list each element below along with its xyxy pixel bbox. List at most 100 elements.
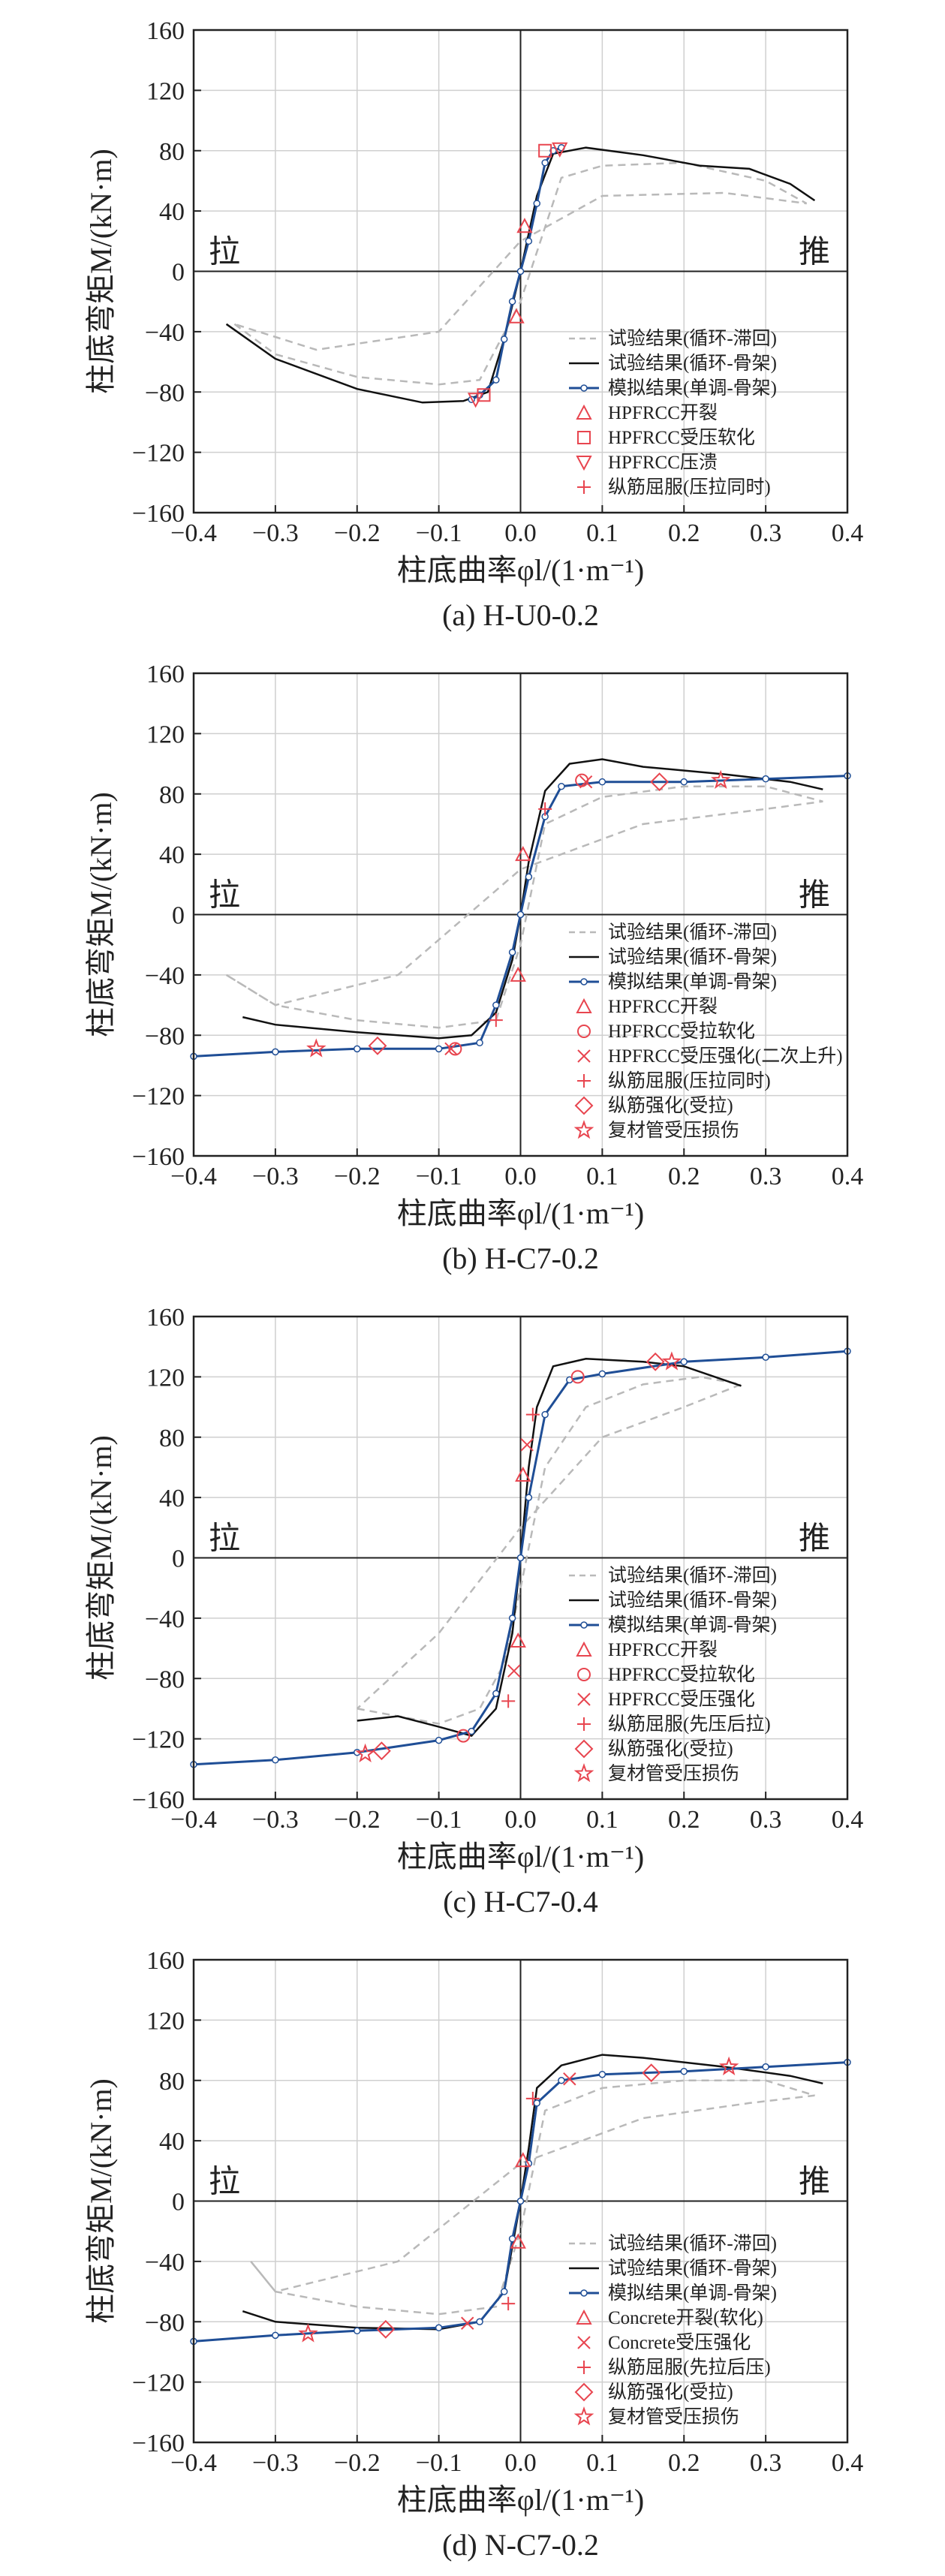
plus-marker: [489, 1013, 503, 1028]
cross-marker: [461, 2316, 474, 2330]
model-point: [541, 159, 549, 167]
x-tick-label: −0.1: [416, 1806, 462, 1834]
cyclic-hysteresis-line: [356, 1376, 745, 1725]
x-tick-label: −0.2: [334, 1806, 381, 1834]
legend-label: 模拟结果(单调-骨架): [608, 1615, 777, 1636]
model-point: [272, 2331, 279, 2340]
x-tick-label: 0.0: [504, 1163, 537, 1190]
chart-panel-1: −0.4 −0.3 −0.2 −0.1 0.0 0.1 0.2 0.3 0.4 160 120 80 4…: [84, 17, 863, 632]
model-point: [680, 1358, 688, 1366]
y-tick-label: 80: [159, 138, 185, 166]
model-point: [468, 1727, 475, 1735]
y-tick-label: −40: [145, 962, 185, 990]
y-tick-label: −120: [132, 2370, 185, 2397]
plus-marker: [538, 802, 552, 816]
diamond-marker: [650, 772, 670, 792]
x-tick-label: 0.4: [832, 2449, 864, 2477]
triangle-up-marker: [516, 218, 533, 233]
model-point: [435, 1736, 443, 1744]
y-axis-title: 柱底弯矩M/(kN·m): [84, 792, 118, 1037]
tension-side-label: 拉: [209, 2165, 240, 2200]
circle-marker: [570, 1370, 585, 1384]
star-marker: [661, 1351, 682, 1371]
legend-label: Concrete开裂(软化): [608, 2307, 763, 2328]
plus-marker: [577, 1074, 591, 1088]
model-point: [354, 2327, 361, 2335]
x-tick-label: 0.3: [750, 1163, 782, 1190]
triangle-up-marker: [515, 845, 531, 862]
legend-label: 复材管受压损伤: [608, 2406, 739, 2427]
model-point: [762, 1353, 769, 1362]
star-marker: [711, 769, 731, 790]
x-tick-label: −0.3: [252, 519, 299, 547]
model-point: [516, 2197, 525, 2205]
model-point: [533, 200, 541, 207]
x-tick-label: 0.2: [668, 1163, 700, 1190]
panel-caption: (d) N-C7-0.2: [442, 2528, 599, 2562]
y-tick-label: 0: [172, 2189, 185, 2216]
y-tick-label: 0: [172, 1545, 185, 1573]
legend-label: 纵筋屈服(先拉后压): [608, 2357, 771, 2378]
triangle-up-marker: [576, 2309, 592, 2325]
y-tick-label: −160: [132, 2430, 185, 2457]
triangle-up-marker: [576, 404, 592, 420]
model-point: [492, 376, 500, 384]
legend-label: HPFRCC受压软化: [608, 427, 755, 448]
panel-caption: (a) H-U0-0.2: [442, 598, 599, 632]
model-point: [762, 775, 769, 783]
push-side-label: 推: [799, 879, 830, 913]
y-axis-title: 柱底弯矩M/(kN·m): [84, 2078, 118, 2324]
x-tick-label: −0.4: [170, 1806, 217, 1834]
legend-label: 复材管受压损伤: [608, 1120, 739, 1141]
diamond-marker: [376, 2319, 396, 2339]
legend-label: 试验结果(循环-滞回): [608, 2233, 777, 2254]
circle-marker: [577, 1668, 591, 1681]
legend-label: 模拟结果(单调-骨架): [608, 2283, 777, 2304]
x-tick-label: 0.2: [668, 2449, 700, 2477]
legend-label: HPFRCC开裂: [608, 1639, 718, 1660]
x-tick-label: −0.1: [416, 519, 462, 547]
model-monotonic-line: [471, 146, 562, 401]
x-tick-label: −0.2: [334, 519, 381, 547]
diamond-marker: [642, 2063, 661, 2083]
x-tick-label: 0.0: [504, 519, 537, 547]
x-axis-title: 柱底曲率φl/(1·m⁻¹): [397, 1840, 645, 1873]
triangle-up-marker: [576, 1641, 592, 1657]
model-point: [558, 2077, 565, 2084]
legend-label: HPFRCC压溃: [608, 452, 718, 473]
x-tick-label: 0.0: [504, 1806, 537, 1834]
legend-label: 纵筋屈服(压拉同时): [608, 477, 771, 498]
model-point: [680, 2067, 688, 2075]
circle-marker: [448, 1042, 462, 1056]
model-point: [598, 2070, 606, 2078]
square-marker: [477, 388, 491, 402]
cyclic-envelope-line: [242, 758, 823, 1040]
y-axis-title: 柱底弯矩M/(kN·m): [84, 149, 118, 394]
x-tick-label: −0.3: [252, 2449, 299, 2477]
model-point: [598, 1370, 606, 1378]
chart-panel-2: −0.4 −0.3 −0.2 −0.1 0.0 0.1 0.2 0.3 0.4 160 120 80 4…: [84, 661, 863, 1275]
y-tick-label: 40: [159, 2128, 185, 2156]
legend-label: 复材管受压损伤: [608, 1763, 739, 1784]
legend-label: 试验结果(循环-骨架): [608, 2258, 777, 2279]
cyclic-envelope-line: [225, 146, 816, 404]
legend-label: 试验结果(循环-骨架): [608, 353, 777, 374]
model-point: [476, 2318, 483, 2325]
legend-label: 试验结果(循环-骨架): [608, 946, 777, 968]
model-point: [508, 1615, 516, 1622]
legend-swatch-model-point: [580, 384, 588, 392]
model-point: [541, 1410, 549, 1419]
y-tick-label: 120: [146, 2007, 185, 2035]
cross-marker: [563, 2072, 576, 2086]
y-tick-label: −80: [145, 1666, 185, 1693]
square-marker: [538, 143, 552, 158]
x-tick-label: 0.3: [750, 1806, 782, 1834]
y-tick-label: −160: [132, 1143, 185, 1171]
x-tick-label: 0.1: [586, 519, 618, 547]
y-tick-label: −120: [132, 1083, 185, 1111]
model-point: [762, 2063, 769, 2071]
y-tick-label: −80: [145, 379, 185, 407]
x-axis-title: 柱底曲率φl/(1·m⁻¹): [397, 553, 645, 587]
legend: 试验结果(循环-滞回) 试验结果(循环-骨架) 模拟结果(单调-骨架) HPFRCC开…: [569, 922, 843, 1141]
x-tick-label: −0.1: [416, 1163, 462, 1190]
